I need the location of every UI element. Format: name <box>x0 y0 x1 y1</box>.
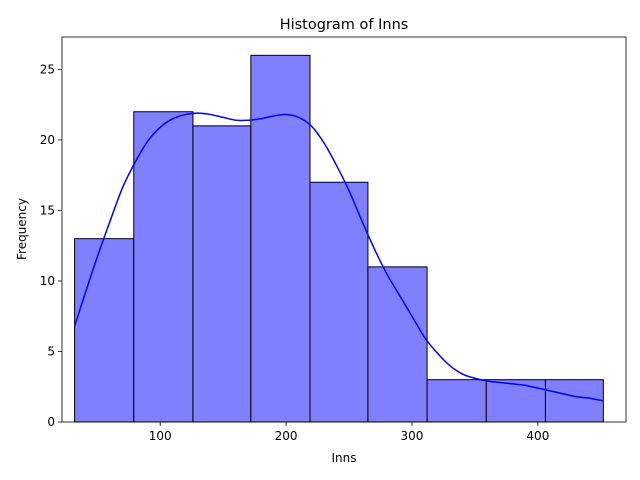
y-tick-label: 10 <box>40 274 55 288</box>
x-tick-label: 300 <box>401 429 424 443</box>
x-tick-label: 200 <box>275 429 298 443</box>
histogram-bar <box>367 266 428 423</box>
y-tick-label: 5 <box>47 344 55 358</box>
y-axis-ticks: 0 5 10 15 20 25 <box>40 62 62 429</box>
x-axis-label: Inns <box>331 451 356 465</box>
chart-title: Histogram of Inns <box>280 17 409 33</box>
x-tick-label: 100 <box>149 429 172 443</box>
histogram-bar <box>309 181 369 423</box>
histogram-bar <box>250 54 311 423</box>
histogram-bar <box>426 379 487 423</box>
y-tick-label: 20 <box>40 133 55 147</box>
axes-frame <box>61 36 627 423</box>
histogram-bar <box>544 379 604 423</box>
y-tick-label: 0 <box>47 415 55 429</box>
y-axis-label: Frequency <box>15 198 29 260</box>
histogram-bar <box>74 238 135 423</box>
x-axis-ticks: 100 200 300 400 <box>149 422 549 443</box>
histogram-bar <box>133 111 194 423</box>
x-tick-label: 400 <box>526 429 549 443</box>
y-tick-label: 15 <box>40 203 55 217</box>
y-tick-label: 25 <box>40 62 55 76</box>
histogram-bar <box>485 379 546 423</box>
histogram-bar <box>192 125 252 423</box>
histogram-bars <box>74 54 604 423</box>
kde-curve <box>73 112 604 402</box>
